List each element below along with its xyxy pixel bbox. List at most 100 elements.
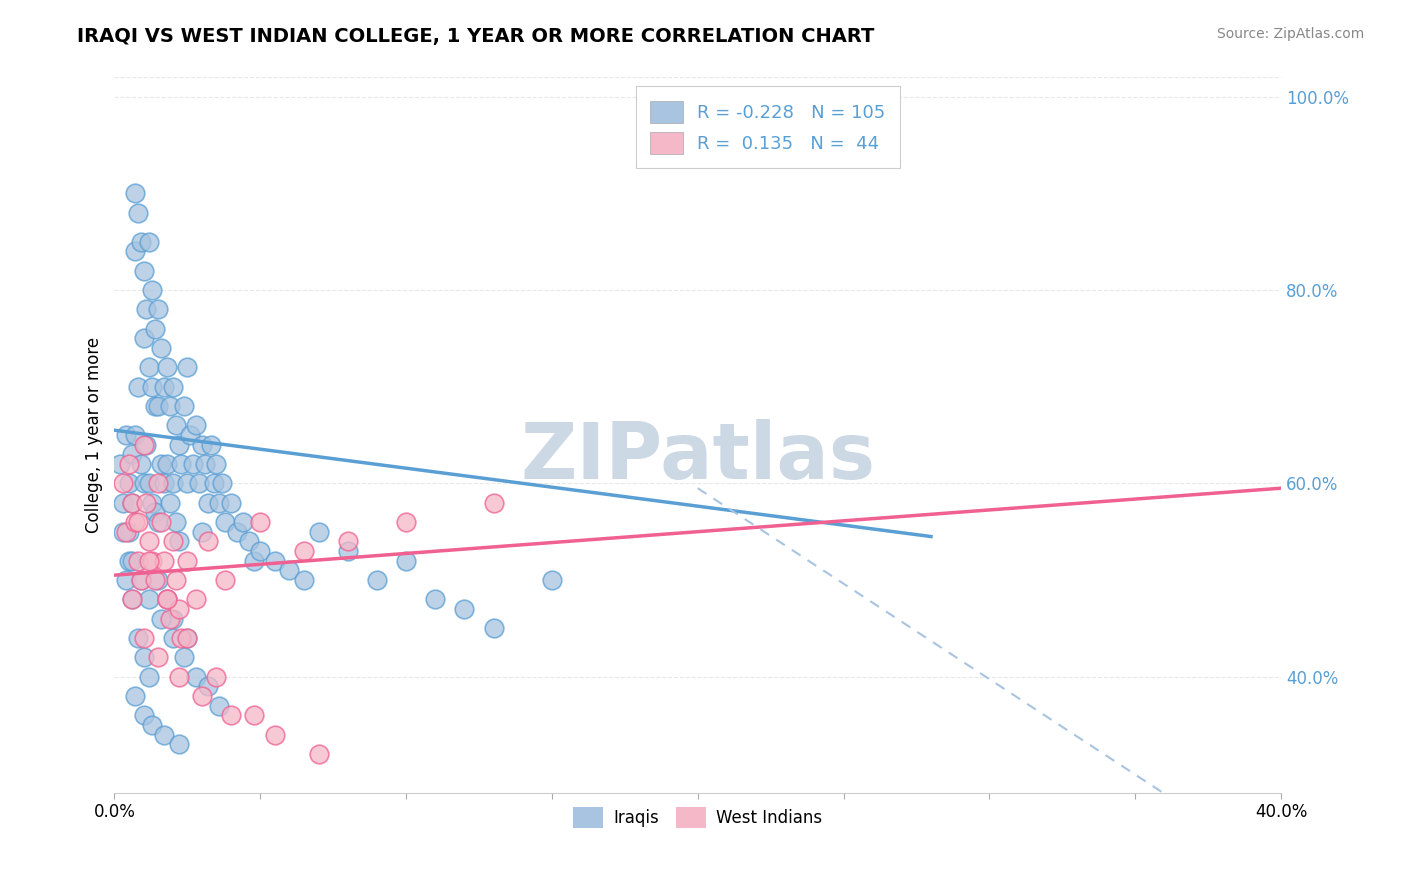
Point (188, 476, 211, 491)
Point (263, 554, 285, 568)
Point (162, 534, 184, 549)
Point (208, 496, 231, 510)
Point (292, 573, 315, 587)
Point (159, 612, 181, 626)
Point (146, 573, 169, 587)
Point (138, 554, 160, 568)
Point (121, 496, 143, 510)
Point (121, 554, 143, 568)
Point (541, 573, 564, 587)
Point (118, 524, 141, 539)
Point (184, 670, 207, 684)
Point (146, 650, 169, 665)
Point (153, 476, 176, 491)
Point (124, 186, 146, 201)
Point (115, 428, 138, 442)
Point (191, 438, 214, 452)
Point (200, 438, 222, 452)
Point (162, 380, 184, 394)
Point (159, 496, 181, 510)
Point (124, 515, 146, 529)
Point (194, 457, 217, 471)
Point (138, 670, 160, 684)
Point (153, 380, 176, 394)
Point (162, 612, 184, 626)
Point (197, 679, 219, 693)
Point (292, 544, 315, 558)
Point (366, 573, 388, 587)
Point (121, 496, 143, 510)
Point (219, 496, 242, 510)
Point (143, 322, 166, 336)
Point (132, 708, 155, 723)
Point (184, 418, 207, 433)
Point (141, 496, 163, 510)
Point (336, 544, 359, 558)
Point (135, 496, 157, 510)
Point (156, 457, 179, 471)
Point (156, 592, 179, 607)
Point (124, 428, 146, 442)
Point (146, 399, 169, 413)
Point (127, 380, 149, 394)
Point (141, 283, 163, 297)
Point (395, 554, 418, 568)
Point (176, 360, 198, 375)
Point (170, 631, 193, 645)
Point (181, 457, 204, 471)
Point (238, 534, 260, 549)
Point (146, 515, 169, 529)
Point (112, 476, 135, 491)
Point (143, 573, 166, 587)
Point (225, 524, 247, 539)
Point (453, 602, 475, 616)
Point (167, 438, 190, 452)
Point (232, 515, 254, 529)
Point (150, 457, 173, 471)
Point (129, 235, 152, 249)
Point (202, 476, 225, 491)
Point (170, 457, 193, 471)
Point (127, 515, 149, 529)
Point (129, 457, 152, 471)
Point (110, 457, 132, 471)
Point (127, 554, 149, 568)
Point (138, 476, 160, 491)
Point (121, 447, 143, 461)
Point (214, 515, 236, 529)
Text: IRAQI VS WEST INDIAN COLLEGE, 1 YEAR OR MORE CORRELATION CHART: IRAQI VS WEST INDIAN COLLEGE, 1 YEAR OR … (77, 27, 875, 45)
Point (127, 206, 149, 220)
Point (124, 689, 146, 703)
Point (138, 534, 160, 549)
Point (167, 737, 190, 751)
Y-axis label: College, 1 year or more: College, 1 year or more (86, 337, 103, 533)
Point (176, 554, 198, 568)
Point (118, 457, 141, 471)
Point (129, 573, 152, 587)
Point (115, 573, 138, 587)
Point (208, 698, 231, 713)
Point (132, 650, 155, 665)
Point (150, 515, 173, 529)
Text: ZIPatlas: ZIPatlas (520, 418, 875, 494)
Point (176, 631, 198, 645)
Point (336, 534, 359, 549)
Point (205, 670, 228, 684)
Point (162, 631, 184, 645)
Point (118, 476, 141, 491)
Point (124, 244, 146, 259)
Point (141, 554, 163, 568)
Point (425, 592, 447, 607)
Point (249, 544, 271, 558)
Point (156, 592, 179, 607)
Text: Source: ZipAtlas.com: Source: ZipAtlas.com (1216, 27, 1364, 41)
Point (191, 524, 214, 539)
Point (162, 476, 184, 491)
Point (132, 264, 155, 278)
Point (243, 554, 266, 568)
Point (118, 554, 141, 568)
Point (135, 438, 157, 452)
Point (146, 476, 169, 491)
Point (135, 302, 157, 317)
Legend: Iraqis, West Indians: Iraqis, West Indians (567, 801, 828, 834)
